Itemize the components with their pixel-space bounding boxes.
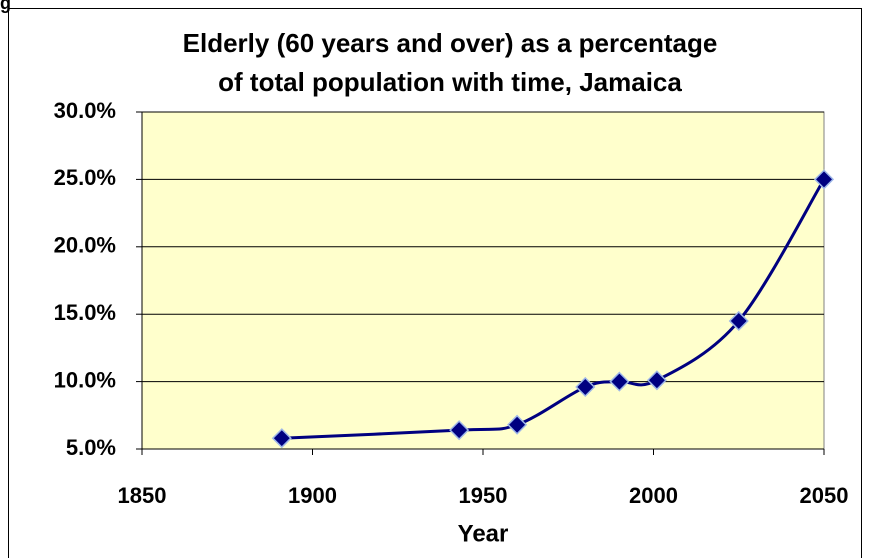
x-tick-label: 2050 xyxy=(800,483,849,508)
y-tick-label: 20.0% xyxy=(54,233,116,258)
y-tick-label: 25.0% xyxy=(54,165,116,190)
x-tick-label: 1850 xyxy=(118,483,167,508)
chart-title: of total population with time, Jamaica xyxy=(218,67,682,97)
point-marker xyxy=(813,169,835,190)
plot-area xyxy=(141,111,825,450)
point-marker xyxy=(575,376,596,398)
x-tick-label: 1950 xyxy=(459,483,508,508)
point-marker xyxy=(646,370,667,391)
y-tick-label: 5.0% xyxy=(66,435,116,460)
y-tick-label: 30.0% xyxy=(54,98,116,123)
point-marker xyxy=(728,310,749,332)
point-marker xyxy=(449,420,470,441)
point-marker xyxy=(271,428,292,449)
point-marker xyxy=(507,414,528,435)
y-tick-label: 10.0% xyxy=(54,367,116,392)
caption-fragment: g xyxy=(0,0,11,13)
x-tick-label: 1900 xyxy=(288,483,337,508)
x-tick-label: 2000 xyxy=(629,483,678,508)
chart-title: Elderly (60 years and over) as a percent… xyxy=(183,28,718,58)
x-axis-label: Year xyxy=(458,520,509,547)
point-marker xyxy=(609,371,630,392)
y-tick-label: 15.0% xyxy=(54,300,116,325)
